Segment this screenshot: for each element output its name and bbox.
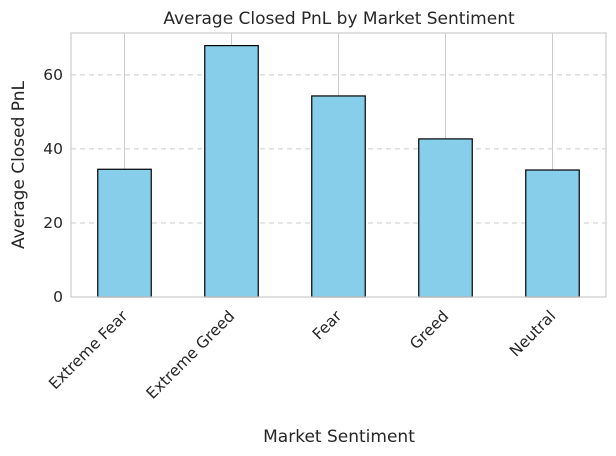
x-tick-label: Fear xyxy=(309,307,346,344)
bar-extreme-fear xyxy=(97,168,152,298)
bar-neutral xyxy=(525,169,580,298)
bar-extreme-greed xyxy=(204,44,259,298)
chart-title: Average Closed PnL by Market Sentiment xyxy=(163,9,515,29)
bar-greed xyxy=(418,138,473,298)
plot-frame xyxy=(70,32,607,298)
y-tick-labels: 0 20 40 60 xyxy=(43,66,63,306)
plot-area: 0 20 40 60 Extreme Fear Extreme Greed Fear Gre… xyxy=(43,32,607,403)
x-tick-label: Greed xyxy=(406,307,452,353)
y-axis-label: Average Closed PnL xyxy=(9,81,29,249)
y-tick-label: 20 xyxy=(43,214,63,232)
x-tick-label: Extreme Fear xyxy=(45,307,131,393)
x-axis-label: Market Sentiment xyxy=(263,427,415,447)
x-tick-labels: Extreme Fear Extreme Greed Fear Greed Neutra… xyxy=(45,307,559,403)
y-tick-label: 60 xyxy=(43,66,63,84)
bar-fear xyxy=(311,95,366,298)
y-tick-label: 0 xyxy=(53,288,63,306)
bars xyxy=(97,44,580,298)
x-tick-label: Neutral xyxy=(506,307,559,360)
x-tick-label: Extreme Greed xyxy=(143,307,239,403)
y-tick-label: 40 xyxy=(43,140,63,158)
